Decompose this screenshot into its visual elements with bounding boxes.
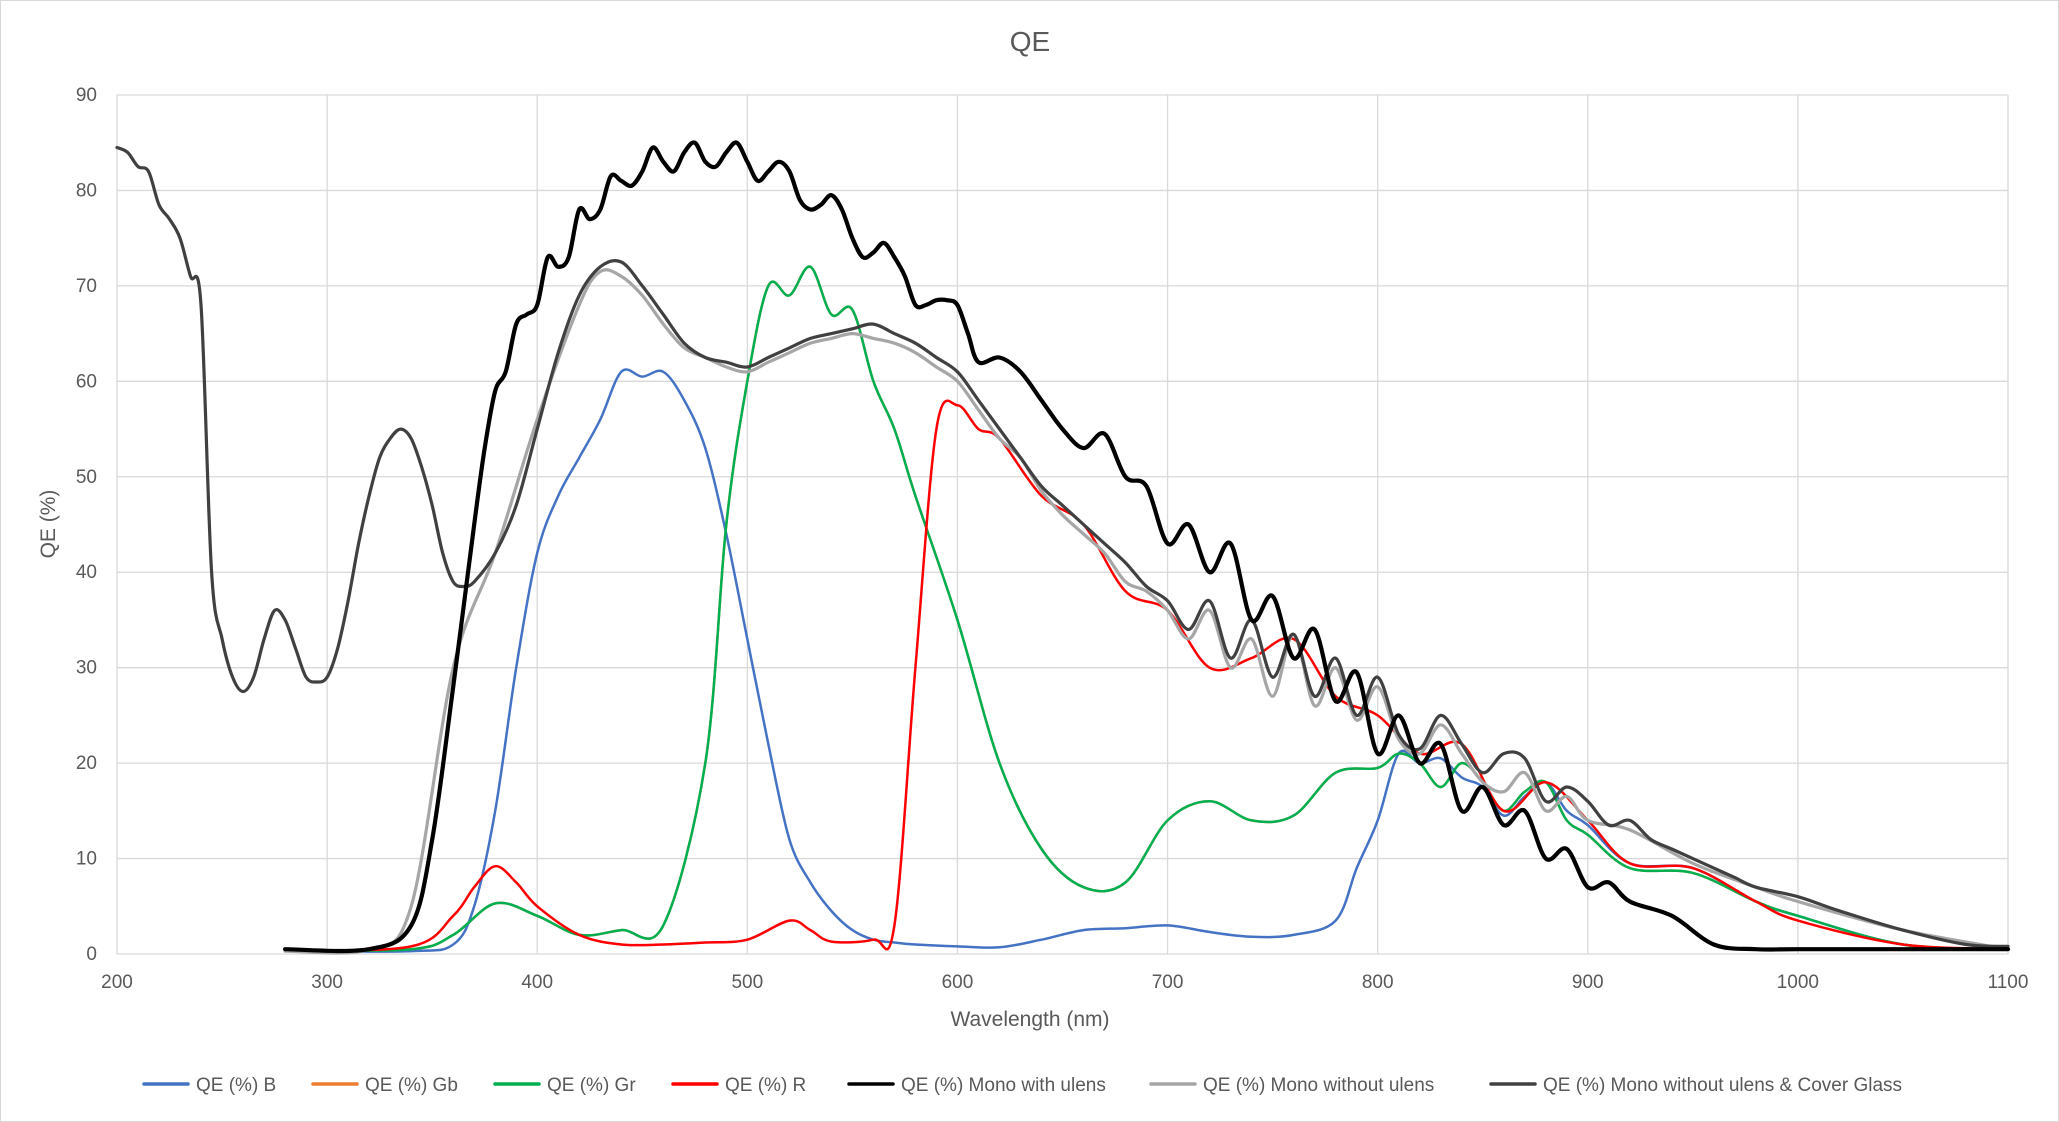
- x-tick-label: 600: [942, 972, 974, 993]
- tick-labels: 0 10 20 30 40 50 60 70 80 90 200 300 400 500 600 700 800…: [76, 85, 2029, 993]
- y-tick-label: 60: [76, 371, 97, 392]
- legend-item: QE (%) Mono with ulens: [847, 1075, 1106, 1096]
- chart-title: QE: [1010, 26, 1050, 57]
- x-tick-label: 800: [1362, 972, 1394, 993]
- legend-item: QE (%) Mono without ulens: [1149, 1075, 1434, 1096]
- x-axis-title: Wavelength (nm): [950, 1008, 1109, 1031]
- y-tick-label: 40: [76, 562, 97, 583]
- y-tick-label: 0: [86, 944, 97, 965]
- x-tick-label: 900: [1572, 972, 1604, 993]
- x-tick-label: 400: [521, 972, 553, 993]
- series-line-qe-mono-without-ulens: [283, 268, 2010, 955]
- legend-label: QE (%) B: [196, 1075, 276, 1096]
- series-line-qe-mono-without-ulens-cover-glass: [115, 145, 2010, 948]
- y-tick-label: 20: [76, 753, 97, 774]
- series-line-qe-gr: [283, 265, 2010, 953]
- y-tick-label: 80: [76, 180, 97, 201]
- y-tick-label: 70: [76, 276, 97, 297]
- y-tick-label: 10: [76, 849, 97, 870]
- x-tick-label: 1100: [1988, 972, 2029, 993]
- legend-label: QE (%) Gb: [365, 1075, 458, 1096]
- legend-label: QE (%) Gr: [547, 1075, 636, 1096]
- legend-item: QE (%) Gb: [311, 1075, 458, 1096]
- x-tick-label: 500: [731, 972, 763, 993]
- legend-item: QE (%) Gr: [493, 1075, 636, 1096]
- x-tick-label: 700: [1152, 972, 1184, 993]
- x-tick-label: 1000: [1777, 972, 1819, 993]
- legend-item: QE (%) Mono without ulens & Cover Glass: [1489, 1075, 1902, 1096]
- y-tick-label: 50: [76, 467, 97, 488]
- legend-item: QE (%) B: [142, 1075, 276, 1096]
- y-tick-label: 90: [76, 85, 97, 106]
- legend: QE (%) B QE (%) Gb QE (%) Gr QE (%) R QE (%)…: [142, 1075, 1902, 1096]
- legend-label: QE (%) Mono without ulens & Cover Glass: [1543, 1075, 1902, 1096]
- x-tick-label: 300: [311, 972, 343, 993]
- series-line-qe-r: [283, 399, 2010, 953]
- y-tick-label: 30: [76, 658, 97, 679]
- series-lines: [115, 140, 2011, 955]
- legend-item: QE (%) R: [671, 1075, 806, 1096]
- legend-label: QE (%) R: [725, 1075, 806, 1096]
- grid-lines: [116, 94, 2009, 955]
- series-line-qe-mono-with-ulens: [283, 140, 2011, 954]
- y-axis-title: QE (%): [37, 490, 60, 559]
- legend-label: QE (%) Mono with ulens: [901, 1075, 1106, 1096]
- legend-label: QE (%) Mono without ulens: [1203, 1075, 1434, 1096]
- x-tick-label: 200: [101, 972, 133, 993]
